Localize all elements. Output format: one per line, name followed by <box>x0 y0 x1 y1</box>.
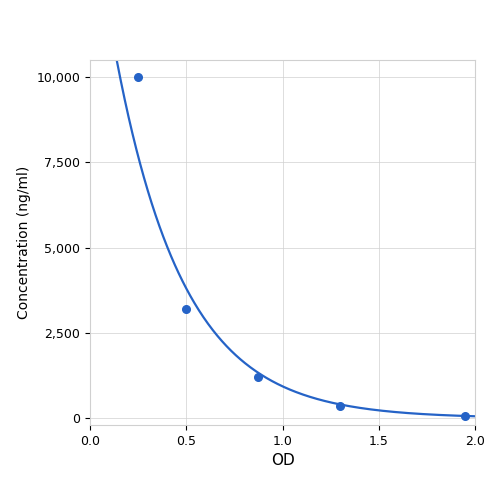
X-axis label: OD: OD <box>270 454 294 468</box>
Point <box>254 373 262 381</box>
Point <box>182 305 190 313</box>
Y-axis label: Concentration (ng/ml): Concentration (ng/ml) <box>17 166 31 319</box>
Point <box>134 73 142 81</box>
Point <box>336 402 344 410</box>
Point <box>462 412 469 420</box>
